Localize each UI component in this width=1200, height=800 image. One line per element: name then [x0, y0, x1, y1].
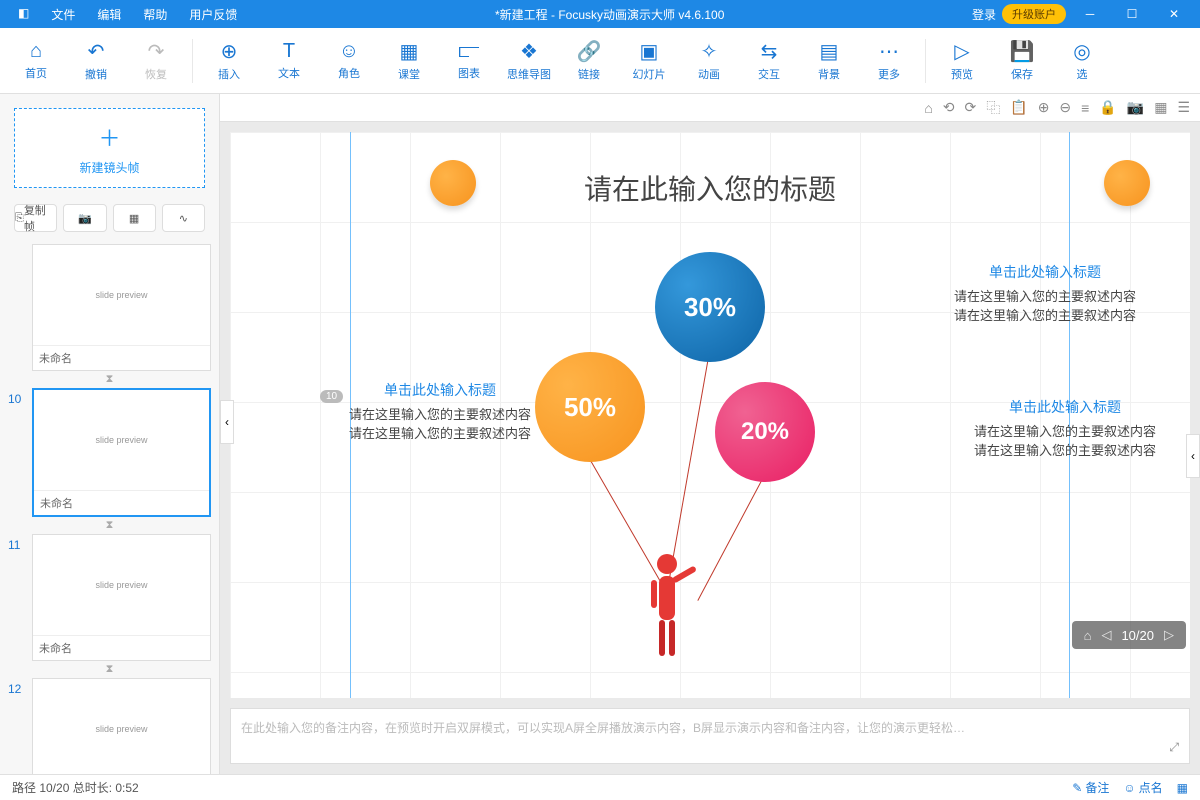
- status-path: 路径 10/20 总时长: 0:52: [12, 779, 139, 796]
- zoom-in-icon[interactable]: ⊕: [1038, 99, 1050, 116]
- tool-交互[interactable]: ⇆交互: [741, 33, 797, 89]
- tool-背景[interactable]: ▤背景: [801, 33, 857, 89]
- thumbnail[interactable]: slide preview: [32, 678, 211, 774]
- new-frame-button[interactable]: ＋ 新建镜头帧: [14, 108, 205, 188]
- balloon-20: 20%: [715, 382, 815, 482]
- close-button[interactable]: ✕: [1156, 0, 1192, 28]
- sidebar-collapse-handle[interactable]: ‹: [220, 400, 234, 444]
- layers-icon[interactable]: ☰: [1177, 99, 1190, 116]
- pager-count: 10/20: [1121, 628, 1154, 643]
- align-icon[interactable]: ≡: [1081, 100, 1089, 116]
- notes-expand-icon[interactable]: ⤢: [1169, 740, 1179, 755]
- thumbnails-list: slide preview未命名⧗10slide preview未命名⧗11sl…: [0, 240, 219, 774]
- menu-help[interactable]: 帮助: [133, 2, 177, 27]
- redo-canvas-icon[interactable]: ⟳: [965, 99, 977, 116]
- right-panel-handle[interactable]: ‹: [1186, 434, 1200, 478]
- new-frame-label: 新建镜头帧: [79, 159, 139, 176]
- person-icon: [645, 552, 705, 667]
- app-icon: ◧: [8, 2, 39, 27]
- window-title: *新建工程 - Focusky动画演示大师 v4.6.100: [247, 6, 972, 23]
- slide-title[interactable]: 请在此输入您的标题: [230, 168, 1190, 208]
- ribbon-toolbar: ⌂首页↶撤销↷恢复 ⊕插入T文本☺角色▦课堂⫍图表❖思维导图🔗链接▣幻灯片✧动画⇆…: [0, 28, 1200, 94]
- status-present-icon[interactable]: ▦: [1177, 779, 1188, 796]
- minimize-button[interactable]: ─: [1072, 0, 1108, 28]
- thumbnail[interactable]: slide preview未命名: [32, 534, 211, 661]
- menu-feedback[interactable]: 用户反馈: [179, 2, 247, 27]
- title-bar: ◧ 文件 编辑 帮助 用户反馈 *新建工程 - Focusky动画演示大师 v4…: [0, 0, 1200, 28]
- status-note-button[interactable]: ✎ 备注: [1072, 779, 1109, 796]
- balloons-graphic[interactable]: 30% 50% 20%: [430, 252, 990, 672]
- pager-prev-icon[interactable]: ◁: [1101, 627, 1111, 643]
- notes-panel[interactable]: 在此处输入您的备注内容，在预览时开启双屏模式，可以实现A屏全屏播放演示内容，B屏…: [230, 708, 1190, 764]
- notes-placeholder: 在此处输入您的备注内容，在预览时开启双屏模式，可以实现A屏全屏播放演示内容，B屏…: [241, 719, 965, 736]
- balloon-50: 50%: [535, 352, 645, 462]
- menu-file[interactable]: 文件: [41, 2, 85, 27]
- tool-插入[interactable]: ⊕插入: [201, 33, 257, 89]
- balloon-30: 30%: [655, 252, 765, 362]
- tool-角色[interactable]: ☺角色: [321, 33, 377, 89]
- canvas[interactable]: 请在此输入您的标题 10 单击此处输入标题 请在这里输入您的主要叙述内容 请在这…: [230, 132, 1190, 698]
- tool-更多[interactable]: ⋯更多: [861, 33, 917, 89]
- canvas-toolbar: ⌂ ⟲ ⟳ ⿻ 📋 ⊕ ⊖ ≡ 🔒 📷 ▦ ☰: [220, 94, 1200, 122]
- tool-选[interactable]: ◎选: [1054, 33, 1110, 89]
- pager-overlay: ⌂ ◁ 10/20 ▷: [1072, 621, 1186, 649]
- snapshot-icon[interactable]: 📷: [1127, 99, 1144, 116]
- tool-图表[interactable]: ⫍图表: [441, 33, 497, 89]
- grid-icon[interactable]: ▦: [1154, 99, 1167, 116]
- status-bar: 路径 10/20 总时长: 0:52 ✎ 备注 ☺ 点名 ▦: [0, 774, 1200, 800]
- thumbnail[interactable]: slide preview未命名: [32, 388, 211, 517]
- menu-bar: ◧ 文件 编辑 帮助 用户反馈: [0, 2, 247, 27]
- pager-next-icon[interactable]: ▷: [1164, 627, 1174, 643]
- copy-icon[interactable]: ⿻: [986, 98, 1000, 118]
- canvas-area: ⌂ ⟲ ⟳ ⿻ 📋 ⊕ ⊖ ≡ 🔒 📷 ▦ ☰ 请在此输入您的标题 10 单击此…: [220, 94, 1200, 774]
- lock-icon[interactable]: 🔒: [1099, 99, 1116, 116]
- home-icon[interactable]: ⌂: [924, 100, 932, 116]
- tool-课堂[interactable]: ▦课堂: [381, 33, 437, 89]
- plus-icon: ＋: [98, 121, 120, 153]
- tool-文本[interactable]: T文本: [261, 33, 317, 89]
- status-roll-button[interactable]: ☺ 点名: [1123, 779, 1162, 796]
- maximize-button[interactable]: ☐: [1114, 0, 1150, 28]
- balloon-string: [697, 477, 764, 601]
- tool-动画[interactable]: ✧动画: [681, 33, 737, 89]
- zoom-out-icon[interactable]: ⊖: [1059, 99, 1071, 116]
- undo-canvas-icon[interactable]: ⟲: [943, 99, 955, 116]
- thumbnail[interactable]: slide preview未命名: [32, 244, 211, 371]
- tool-首页[interactable]: ⌂首页: [8, 33, 64, 89]
- tool-链接[interactable]: 🔗链接: [561, 33, 617, 89]
- tool-恢复[interactable]: ↷恢复: [128, 33, 184, 89]
- pager-home-icon[interactable]: ⌂: [1084, 628, 1092, 643]
- slides-sidebar: ＋ 新建镜头帧 ⎘ 复制帧 📷 ▦ ∿ slide preview未命名⧗10s…: [0, 94, 220, 774]
- paste-icon[interactable]: 📋: [1010, 99, 1027, 116]
- balloon-string: [668, 357, 709, 584]
- login-link[interactable]: 登录: [972, 6, 996, 23]
- tool-预览[interactable]: ▷预览: [934, 33, 990, 89]
- camera-button[interactable]: 📷: [63, 204, 106, 232]
- tool-撤销[interactable]: ↶撤销: [68, 33, 124, 89]
- path-button[interactable]: ∿: [162, 204, 205, 232]
- upgrade-button[interactable]: 升级账户: [1002, 4, 1066, 24]
- copy-frame-button[interactable]: ⎘ 复制帧: [14, 204, 57, 232]
- tool-幻灯片[interactable]: ▣幻灯片: [621, 33, 677, 89]
- tool-思维导图[interactable]: ❖思维导图: [501, 33, 557, 89]
- tool-保存[interactable]: 💾保存: [994, 33, 1050, 89]
- qr-button[interactable]: ▦: [113, 204, 156, 232]
- menu-edit[interactable]: 编辑: [87, 2, 131, 27]
